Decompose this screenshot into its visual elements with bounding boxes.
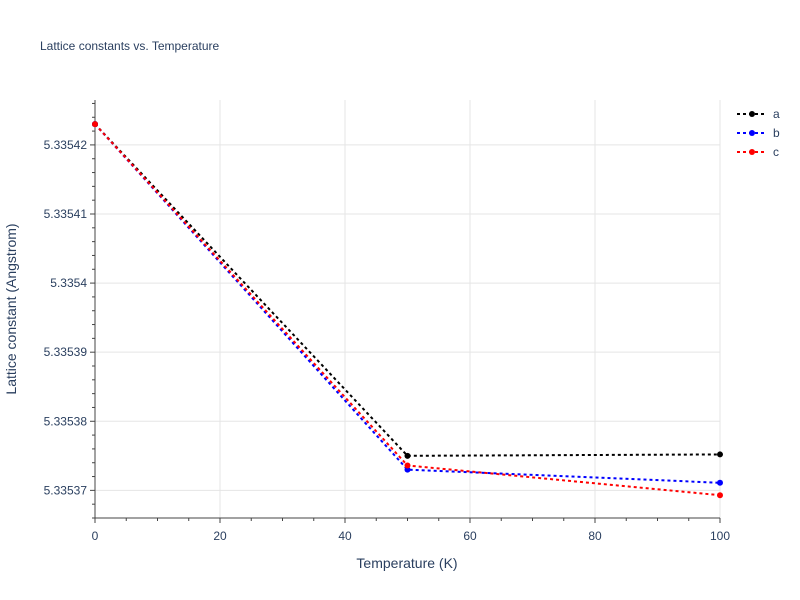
data-point-c[interactable]: [717, 492, 723, 499]
data-point-c[interactable]: [92, 121, 98, 128]
series-line-a: [94, 123, 721, 457]
series-line-c: [94, 123, 721, 497]
legend-item-b[interactable]: b: [737, 126, 780, 140]
legend-marker: [749, 130, 755, 136]
legend-item-c[interactable]: c: [737, 145, 779, 159]
x-tick-label: 0: [92, 529, 99, 543]
data-point-a[interactable]: [404, 452, 411, 459]
legend-label: b: [773, 126, 780, 140]
legend-label: c: [773, 145, 779, 159]
data-point-b[interactable]: [717, 479, 723, 486]
axes: 0 20 40 60 80 100 5.33537 5.33538 5.33539 5.3354 5…: [44, 100, 730, 543]
legend-item-a[interactable]: a: [737, 107, 780, 121]
grid: [95, 100, 721, 518]
legend[interactable]: abc: [737, 107, 780, 159]
x-tick-label: 20: [213, 529, 227, 543]
data-point-a[interactable]: [717, 451, 723, 458]
y-tick-label: 5.33542: [44, 138, 88, 152]
legend-marker: [749, 111, 755, 117]
legend-label: a: [773, 107, 780, 121]
legend-marker: [749, 149, 755, 155]
y-axis-title: Lattice constant (Angstrom): [3, 223, 19, 394]
series-line-b: [94, 123, 721, 484]
data-point-c[interactable]: [404, 462, 411, 469]
x-tick-label: 80: [588, 529, 602, 543]
x-tick-label: 60: [463, 529, 477, 543]
data-point-b[interactable]: [404, 466, 411, 473]
y-tick-label: 5.33541: [44, 207, 88, 221]
y-tick-label: 5.3354: [50, 276, 87, 290]
x-tick-label: 40: [338, 529, 352, 543]
x-tick-label: 100: [710, 529, 730, 543]
y-tick-label: 5.33537: [44, 483, 88, 497]
series-layer: [92, 121, 723, 499]
y-tick-label: 5.33539: [44, 345, 88, 359]
x-axis-title: Temperature (K): [356, 555, 457, 571]
y-tick-label: 5.33538: [44, 414, 88, 428]
chart-title: Lattice constants vs. Temperature: [40, 39, 220, 53]
